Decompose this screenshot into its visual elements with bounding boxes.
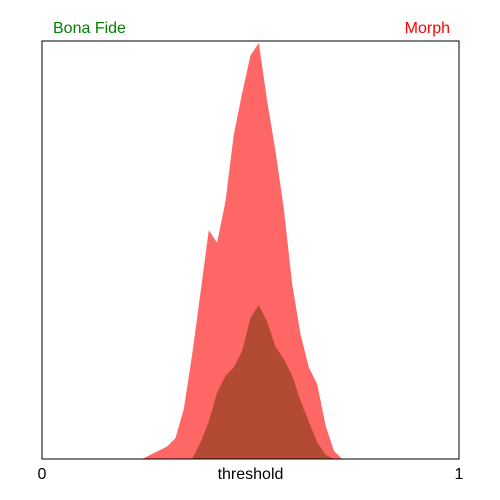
series-area-morph (142, 43, 343, 459)
series-area-bona-fide (192, 305, 334, 459)
plot-frame (41, 40, 460, 460)
legend-morph: Morph (405, 20, 450, 37)
x-tick-label-1: 1 (455, 466, 464, 483)
plot-area (142, 43, 343, 459)
legend-bona-fide: Bona Fide (53, 20, 126, 37)
x-tick-label-0: 0 (38, 466, 47, 483)
x-axis-label: threshold (218, 466, 284, 483)
